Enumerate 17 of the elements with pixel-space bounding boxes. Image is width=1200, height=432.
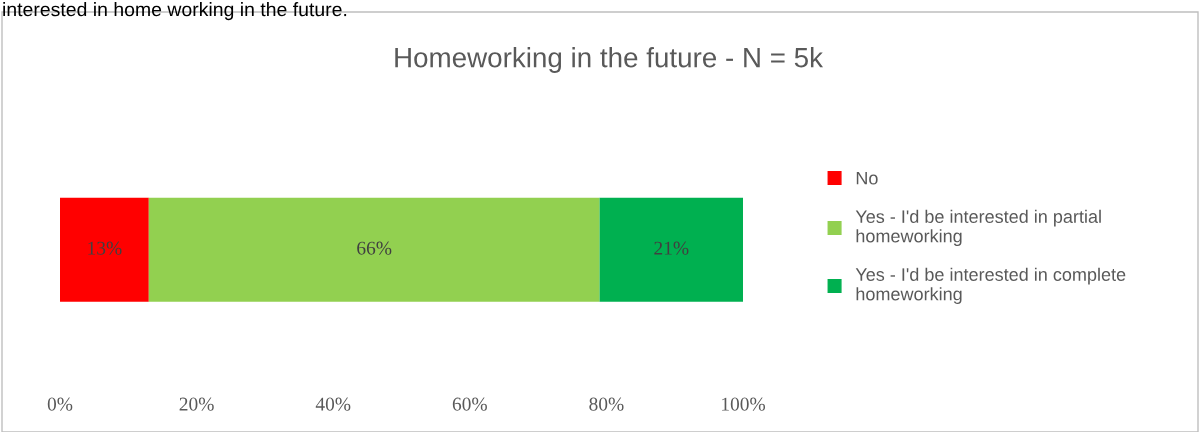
x-tick-label: 0%: [47, 397, 73, 411]
bar: [60, 197, 149, 302]
data-label: 13%: [88, 241, 122, 255]
data-label: 21%: [654, 241, 689, 255]
data-label: 66%: [357, 241, 392, 255]
legend-label: Yes - I'd be interested in partial homeworking: [855, 209, 1101, 247]
x-tick-label: 20%: [179, 397, 214, 411]
chart-title: Homeworking in the future - N = 5k: [395, 47, 824, 73]
text: interested in home working in the future.: [3, 2, 347, 21]
bar: [148, 197, 600, 302]
legend-label: Yes - I'd be interested in complete homeworking: [855, 267, 1126, 304]
legend-label: No: [856, 171, 878, 185]
x-tick-label: 40%: [315, 397, 351, 411]
x-tick-label: 80%: [589, 397, 624, 411]
x-tick-label: 60%: [452, 397, 487, 411]
x-tick-label: 100%: [722, 397, 766, 411]
bar: [599, 197, 743, 302]
